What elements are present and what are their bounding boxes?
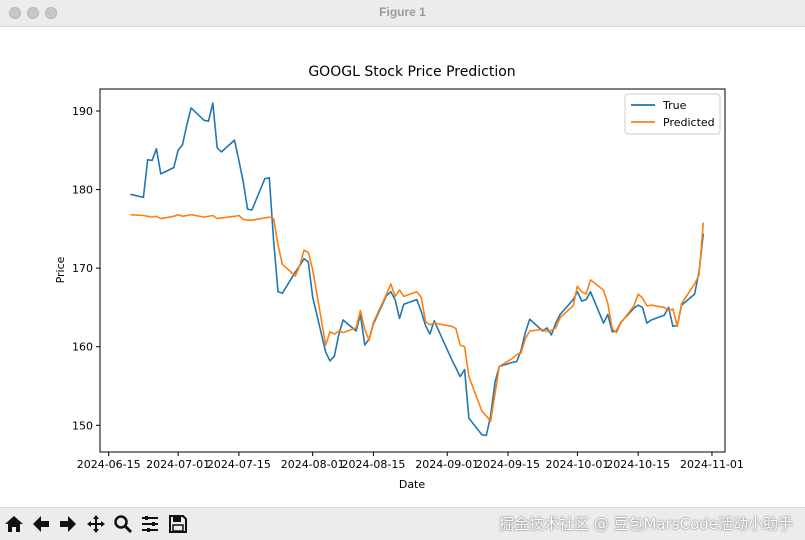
chart-figure: GOOGL Stock Price Prediction 2024-06-15 2… (54, 64, 744, 491)
y-tick-label: 190 (72, 105, 93, 118)
save-icon (169, 515, 187, 533)
legend-label-predicted: Predicted (663, 116, 715, 129)
x-tick-label: 2024-10-15 (606, 458, 670, 471)
x-tick-label: 2024-10-01 (545, 458, 609, 471)
x-tick-label: 2024-11-01 (680, 458, 744, 471)
zoom-icon (114, 515, 133, 534)
series-line-predicted (130, 213, 705, 423)
home-icon (5, 516, 23, 532)
pan-icon (87, 515, 105, 533)
y-tick-label: 180 (72, 184, 93, 197)
zoom-window-button[interactable] (45, 7, 57, 19)
x-tick-label: 2024-09-01 (415, 458, 479, 471)
forward-button[interactable] (56, 512, 80, 536)
plot-frame (99, 88, 726, 453)
x-tick-label: 2024-09-15 (476, 458, 540, 471)
forward-arrow-icon (60, 516, 76, 532)
series-line-true (130, 102, 705, 437)
toolbar (0, 507, 805, 540)
pan-button[interactable] (84, 512, 108, 536)
window-titlebar: Figure 1 (0, 0, 805, 27)
y-tick-label: 150 (72, 419, 93, 432)
configure-subplots-icon (142, 516, 158, 532)
save-button[interactable] (166, 512, 190, 536)
back-arrow-icon (33, 516, 49, 532)
window-title: Figure 1 (379, 5, 426, 19)
close-window-button[interactable] (9, 7, 21, 19)
legend-label-true: True (662, 99, 687, 112)
watermark-text: 掘金技术社区 @ 豆包MarsCode活动小助手 (498, 515, 793, 533)
x-tick-label: 2024-06-15 (77, 458, 141, 471)
zoom-button[interactable] (111, 512, 135, 536)
chart-title: GOOGL Stock Price Prediction (308, 64, 515, 80)
legend-box (624, 93, 721, 135)
configure-subplots-button[interactable] (138, 512, 162, 536)
x-tick-label: 2024-08-01 (281, 458, 345, 471)
x-tick-label: 2024-08-15 (341, 458, 405, 471)
y-tick-label: 160 (72, 341, 93, 354)
x-tick-label: 2024-07-01 (146, 458, 210, 471)
x-tick-label: 2024-07-15 (207, 458, 271, 471)
x-axis-label: Date (399, 478, 426, 491)
y-tick-label: 170 (72, 262, 93, 275)
back-button[interactable] (29, 512, 53, 536)
y-axis-label: Price (54, 256, 67, 283)
home-button[interactable] (2, 512, 26, 536)
minimize-window-button[interactable] (27, 7, 39, 19)
